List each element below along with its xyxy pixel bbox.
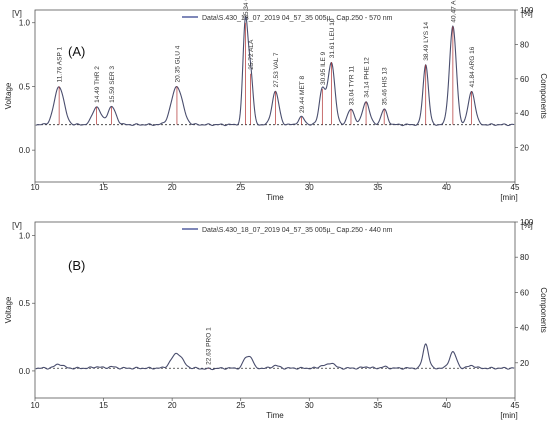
peak-label: 35.46 HIS 13 [382, 67, 389, 105]
y2-tick-label: 60 [520, 75, 529, 84]
peak-label: 20.35 GLU 4 [174, 45, 181, 82]
x-axis-unit: [min] [500, 411, 517, 420]
legend-entry: Data\S.430_18_07_2019 04_57_35 005µ_ Cap… [202, 227, 393, 234]
peak-label: 27.53 VAL 7 [273, 52, 280, 87]
y-tick-label: 0.0 [19, 146, 31, 155]
y2-axis-title: Components [539, 287, 548, 332]
y-axis-title: Voltage [4, 296, 13, 323]
x-tick-label: 10 [31, 183, 40, 192]
y2-tick-label: 80 [520, 40, 529, 49]
x-tick-label: 30 [305, 401, 314, 410]
x-tick-label: 20 [168, 183, 177, 192]
y-tick-label: 1.0 [19, 19, 31, 28]
x-tick-label: 40 [442, 183, 451, 192]
y2-axis-title: Components [539, 73, 548, 118]
y-tick-label: 1.0 [19, 232, 31, 241]
y-axis-unit: [V] [12, 221, 22, 230]
peak-label: 22.63 PRO 1 [206, 327, 213, 365]
y2-tick-label: 40 [520, 109, 529, 118]
peak-label: 25.34 GLY [243, 0, 250, 19]
x-axis-title: Time [266, 193, 284, 202]
plot-frame [34, 221, 516, 399]
legend-entry: Data\S.430_18_07_2019 04_57_35 005µ_ Cap… [202, 15, 393, 22]
x-tick-label: 45 [511, 401, 520, 410]
y-tick-label: 0.0 [19, 367, 31, 376]
x-tick-label: 40 [442, 401, 451, 410]
peak-label: 30.95 ILE 9 [320, 51, 327, 85]
panel-label: (A) [68, 44, 85, 59]
peak-label: 38.49 LYS 14 [423, 21, 430, 60]
x-tick-label: 25 [236, 401, 245, 410]
x-tick-label: 25 [236, 183, 245, 192]
peak-label: 15.59 SER 3 [109, 66, 116, 103]
y2-tick-label: 20 [520, 144, 529, 153]
y2-tick-label: 100 [520, 6, 534, 15]
chart-panel-a: 10 15 20 25 30 35 40 45 0.0 0.5 1.0 20 40 60 80 100 Time… [4, 0, 548, 202]
peak-label: 34.14 PHE 12 [364, 57, 371, 98]
x-tick-label: 35 [373, 183, 382, 192]
plot-frame [34, 9, 516, 183]
x-axis-unit: [min] [500, 193, 517, 202]
y2-tick-label: 80 [520, 253, 529, 262]
peak-label: 41.84 ARG 16 [469, 46, 476, 87]
peak-label: 29.44 MET 8 [299, 76, 306, 113]
x-tick-label: 35 [373, 401, 382, 410]
x-tick-label: 15 [99, 183, 108, 192]
peak-label: 33.04 TYR 11 [348, 65, 355, 105]
x-tick-label: 10 [31, 401, 40, 410]
y2-axis-unit: [%] [521, 9, 533, 18]
y2-axis-unit: [%] [521, 221, 533, 230]
x-tick-label: 15 [99, 401, 108, 410]
peak-label: 14.49 THR 2 [94, 66, 101, 103]
peak-label: 25.72 ALA [248, 39, 255, 70]
x-tick-label: 45 [511, 183, 520, 192]
y-tick-label: 0.5 [19, 299, 31, 308]
panel-label: (B) [68, 258, 85, 273]
peak-label: 11.76 ASP 1 [57, 47, 64, 83]
y2-tick-label: 60 [520, 288, 529, 297]
x-tick-label: 20 [168, 401, 177, 410]
peak-label: 40.47 AMMONIA 15 [450, 0, 457, 23]
y-tick-label: 0.5 [19, 82, 31, 91]
x-tick-label: 30 [305, 183, 314, 192]
peak-label: 31.61 LEU 10 [329, 18, 336, 58]
y-axis-unit: [V] [12, 9, 22, 18]
chart-panel-b: 10 15 20 25 30 35 40 45 0.0 0.5 1.0 20 40 60 80 100 Time… [4, 218, 548, 420]
y-axis-title: Voltage [4, 82, 13, 109]
trace-b [35, 343, 515, 371]
x-axis-title: Time [266, 411, 284, 420]
y2-tick-label: 40 [520, 324, 529, 333]
y2-tick-label: 100 [520, 218, 534, 227]
y2-tick-label: 20 [520, 359, 529, 368]
trace-a [35, 16, 515, 127]
